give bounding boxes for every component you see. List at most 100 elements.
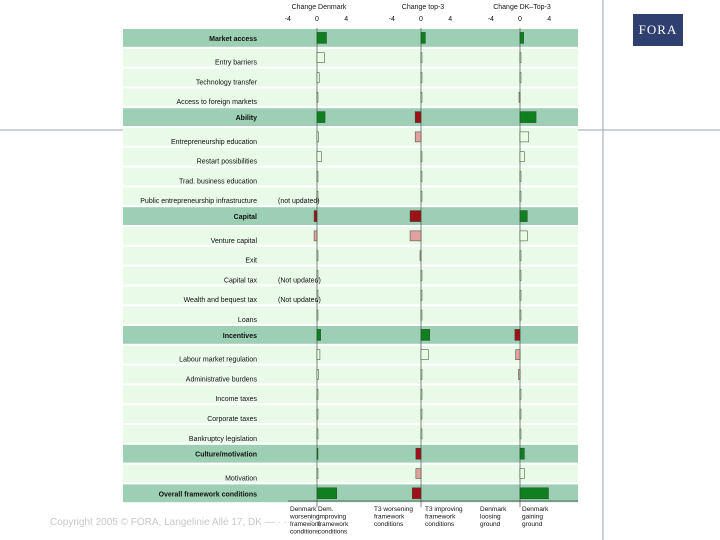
- row-band: [123, 246, 578, 265]
- legend-entry-line: conditions: [425, 521, 455, 528]
- tick-label: 4: [547, 16, 551, 23]
- row-band: [123, 286, 578, 305]
- bar: [414, 111, 422, 123]
- panel-title: Change top-3: [402, 4, 445, 11]
- bar: [411, 487, 422, 500]
- row-band: [123, 167, 578, 186]
- bar: [420, 329, 431, 341]
- legend-entry-line: Denmark: [480, 506, 507, 513]
- row-band: [123, 385, 578, 404]
- bar: [420, 389, 423, 400]
- row-band: [123, 326, 578, 344]
- row-band: [123, 425, 578, 443]
- bar: [409, 230, 422, 242]
- tick-label: -4: [488, 16, 494, 23]
- row-label: Restart possibilities: [197, 159, 258, 166]
- row-label: Technology transfer: [196, 79, 258, 86]
- row-band: [123, 444, 578, 463]
- section-label: Capital: [234, 214, 257, 221]
- legend-entry-line: framework: [290, 521, 321, 528]
- bar: [316, 250, 319, 261]
- fora-logo: FORA: [633, 14, 683, 46]
- row-band: [123, 147, 578, 166]
- row-label: Bankruptcy legislation: [189, 436, 257, 443]
- bar: [519, 171, 522, 182]
- bar: [316, 191, 319, 202]
- bar: [316, 151, 322, 162]
- legend-entry: T3 improving framework conditions: [425, 506, 463, 528]
- bar: [313, 230, 318, 242]
- bar: [519, 309, 522, 321]
- row-label: Administrative burdens: [186, 376, 258, 383]
- section-label: Overall framework conditions: [159, 491, 258, 498]
- bar: [313, 210, 318, 222]
- bar: [420, 52, 423, 63]
- not-updated-note: (Not updated): [278, 277, 321, 284]
- row-label: Motivation: [225, 475, 257, 482]
- row-band: [123, 464, 578, 483]
- section-label: Culture/motivation: [195, 452, 257, 459]
- legend-entry-line: framework: [318, 521, 349, 528]
- row-label: Trad. business education: [179, 178, 257, 185]
- bar: [519, 290, 522, 301]
- legend-entry: Denmark loosing ground: [480, 506, 507, 528]
- bar: [420, 369, 423, 380]
- bar: [519, 389, 522, 400]
- legend-entry-line: gaining: [522, 514, 543, 521]
- bar: [420, 428, 423, 440]
- bar: [316, 389, 319, 400]
- bar: [420, 349, 429, 360]
- bar: [519, 230, 528, 242]
- bar: [420, 270, 423, 281]
- legend-entry-line: T3 improving: [425, 506, 463, 513]
- bar: [519, 487, 549, 500]
- legend-entry-line: T3 worsening: [374, 506, 413, 513]
- bar: [519, 408, 522, 420]
- bar: [316, 428, 319, 440]
- legend-entry: Denmark gaining ground: [522, 506, 549, 528]
- row-label: Corporate taxes: [207, 416, 257, 423]
- bar: [519, 52, 522, 63]
- bar: [415, 468, 422, 479]
- legend-entry-line: Denmark: [522, 506, 549, 513]
- not-updated-note: (Not updated): [278, 297, 321, 304]
- legend-entry-line: worsening: [289, 514, 320, 521]
- tick-label: 0: [518, 16, 522, 23]
- bar: [316, 290, 319, 301]
- legend-entry: Dem. improving framework conditions: [318, 506, 349, 536]
- row-label: Public entrepreneurship infrastructure: [140, 198, 257, 205]
- bar: [316, 52, 325, 63]
- row-band: [123, 88, 578, 107]
- bar: [316, 309, 319, 321]
- bar: [316, 270, 319, 281]
- row-label: Wealth and bequest tax: [184, 297, 258, 304]
- legend-entry-line: ground: [480, 521, 501, 528]
- row-label: Entrepreneurship education: [171, 139, 257, 146]
- tick-label: -4: [285, 16, 291, 23]
- bar: [519, 428, 522, 440]
- row-label: Access to foreign markets: [176, 99, 257, 106]
- legend-entry-line: conditions: [318, 529, 348, 536]
- bar: [519, 72, 522, 83]
- legend-entry-line: framework: [425, 514, 456, 521]
- bar: [515, 349, 521, 360]
- tick-label: 4: [344, 16, 348, 23]
- bar: [420, 171, 423, 182]
- bar: [316, 487, 337, 500]
- legend-entry: T3 worsening framework conditions: [374, 506, 413, 528]
- bar: [316, 32, 327, 44]
- bar: [519, 191, 522, 202]
- row-band: [123, 266, 578, 285]
- bar: [316, 72, 320, 83]
- bar: [518, 369, 521, 380]
- bar: [409, 210, 422, 222]
- legend-entry-line: conditions: [290, 529, 320, 536]
- row-label: Loans: [238, 317, 258, 324]
- bar: [519, 111, 537, 123]
- row-band: [123, 187, 578, 206]
- not-updated-note: (not updated): [278, 198, 320, 205]
- tick-label: -4: [389, 16, 395, 23]
- bar: [519, 270, 522, 281]
- bar: [316, 131, 319, 143]
